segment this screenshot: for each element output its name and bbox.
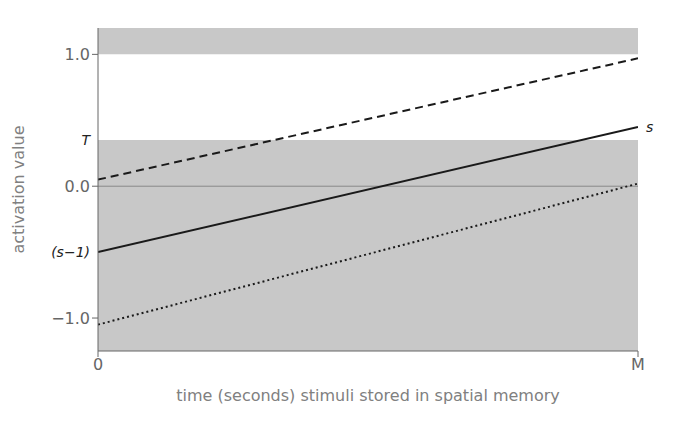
svg-text:T: T [81, 132, 91, 148]
svg-text:activation value: activation value [9, 125, 28, 253]
svg-text:−1.0: −1.0 [51, 309, 90, 328]
svg-text:time (seconds) stimuli stored: time (seconds) stimuli stored in spatial… [176, 386, 560, 405]
svg-text:M: M [631, 355, 645, 374]
svg-text:s: s [646, 119, 653, 135]
svg-text:(s−1): (s−1) [51, 244, 90, 260]
svg-text:0.0: 0.0 [65, 177, 90, 196]
svg-text:1.0: 1.0 [65, 45, 90, 64]
svg-text:0: 0 [93, 355, 103, 374]
